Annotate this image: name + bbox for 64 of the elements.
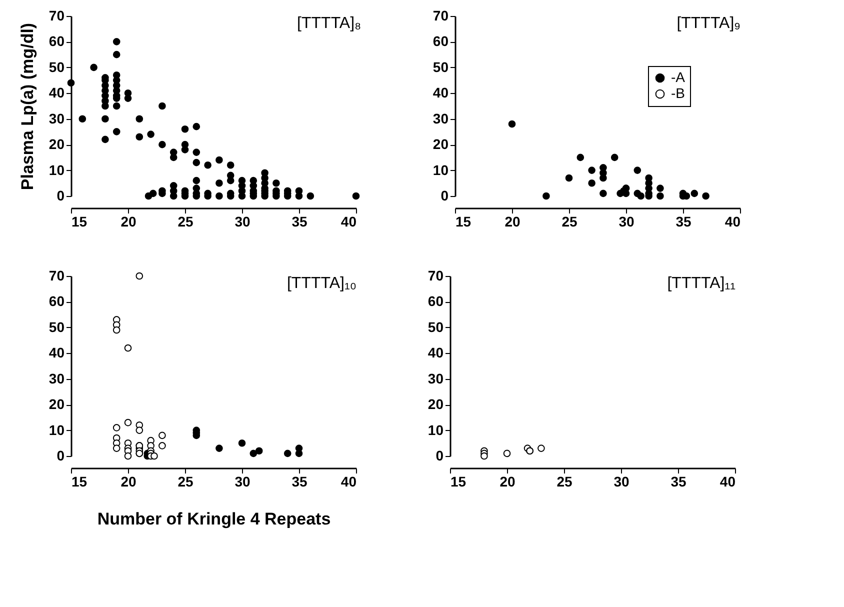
y-tick-label: 60 bbox=[48, 293, 65, 310]
x-tick-label: 40 bbox=[340, 474, 357, 490]
x-tick-label: 30 bbox=[618, 214, 634, 230]
x-tick-label: 20 bbox=[120, 214, 136, 230]
y-tick-label: 0 bbox=[436, 448, 444, 464]
x-tick-label: 40 bbox=[724, 214, 741, 230]
y-tick-label: 50 bbox=[48, 58, 65, 75]
y-tick-label: 60 bbox=[428, 293, 444, 310]
y-tick-label: 70 bbox=[432, 8, 449, 24]
y-tick-label: 20 bbox=[428, 396, 444, 412]
y-tick-label: 50 bbox=[48, 318, 65, 335]
y-axis-title: Plasma Lp(a) (mg/dl) bbox=[18, 22, 37, 190]
x-tick-label: 40 bbox=[720, 474, 736, 490]
legend-label: -A bbox=[671, 69, 686, 85]
x-axis-title: Number of Kringle 4 Repeats bbox=[97, 510, 331, 528]
y-tick-label: 40 bbox=[48, 344, 65, 361]
x-tick-label: 25 bbox=[178, 474, 194, 490]
y-tick-label: 50 bbox=[428, 318, 444, 335]
y-tick-label: 40 bbox=[48, 84, 65, 101]
y-tick-label: 10 bbox=[432, 162, 449, 178]
y-tick-label: 20 bbox=[432, 136, 449, 152]
chart-title: [TTTTA]₈ bbox=[297, 15, 362, 32]
x-tick-label: 40 bbox=[340, 214, 357, 230]
x-tick-label: 30 bbox=[614, 474, 630, 490]
y-tick-label: 10 bbox=[428, 422, 444, 438]
x-tick-label: 20 bbox=[500, 474, 516, 490]
y-tick-label: 30 bbox=[428, 370, 444, 386]
x-tick-label: 25 bbox=[178, 214, 194, 230]
y-tick-label: 30 bbox=[48, 370, 65, 386]
y-tick-label: 0 bbox=[56, 188, 65, 204]
x-tick-label: 35 bbox=[670, 474, 686, 490]
y-tick-label: 10 bbox=[48, 422, 65, 438]
x-tick-label: 25 bbox=[562, 214, 578, 230]
x-tick-label: 20 bbox=[120, 474, 136, 490]
x-tick-label: 15 bbox=[72, 474, 88, 490]
y-tick-label: 70 bbox=[48, 8, 65, 24]
x-tick-label: 15 bbox=[72, 214, 88, 230]
x-tick-label: 35 bbox=[292, 474, 308, 490]
x-tick-label: 15 bbox=[456, 214, 472, 230]
chart-title: [TTTTA]₁₀ bbox=[286, 275, 356, 292]
x-tick-label: 25 bbox=[556, 474, 572, 490]
x-tick-label: 35 bbox=[292, 214, 308, 230]
y-tick-label: 60 bbox=[48, 33, 65, 50]
y-tick-label: 50 bbox=[432, 58, 449, 75]
y-tick-label: 40 bbox=[428, 344, 444, 361]
legend-label: -B bbox=[671, 85, 685, 101]
x-tick-label: 30 bbox=[234, 474, 250, 490]
y-tick-label: 40 bbox=[432, 84, 449, 101]
y-tick-label: 30 bbox=[48, 110, 65, 126]
y-tick-label: 20 bbox=[48, 396, 65, 412]
y-tick-label: 0 bbox=[440, 188, 449, 204]
x-tick-label: 35 bbox=[676, 214, 692, 230]
x-tick-label: 20 bbox=[504, 214, 520, 230]
x-tick-label: 15 bbox=[450, 474, 466, 490]
y-tick-label: 0 bbox=[56, 448, 65, 464]
y-tick-label: 70 bbox=[48, 268, 65, 284]
y-tick-label: 70 bbox=[428, 268, 444, 284]
y-tick-label: 10 bbox=[48, 162, 65, 178]
chart-title: [TTTTA]₁₁ bbox=[667, 275, 736, 292]
x-tick-label: 30 bbox=[234, 214, 250, 230]
y-tick-label: 60 bbox=[432, 33, 449, 50]
y-tick-label: 30 bbox=[432, 110, 449, 126]
chart-title: [TTTTA]₉ bbox=[676, 15, 740, 32]
y-tick-label: 20 bbox=[48, 136, 65, 152]
